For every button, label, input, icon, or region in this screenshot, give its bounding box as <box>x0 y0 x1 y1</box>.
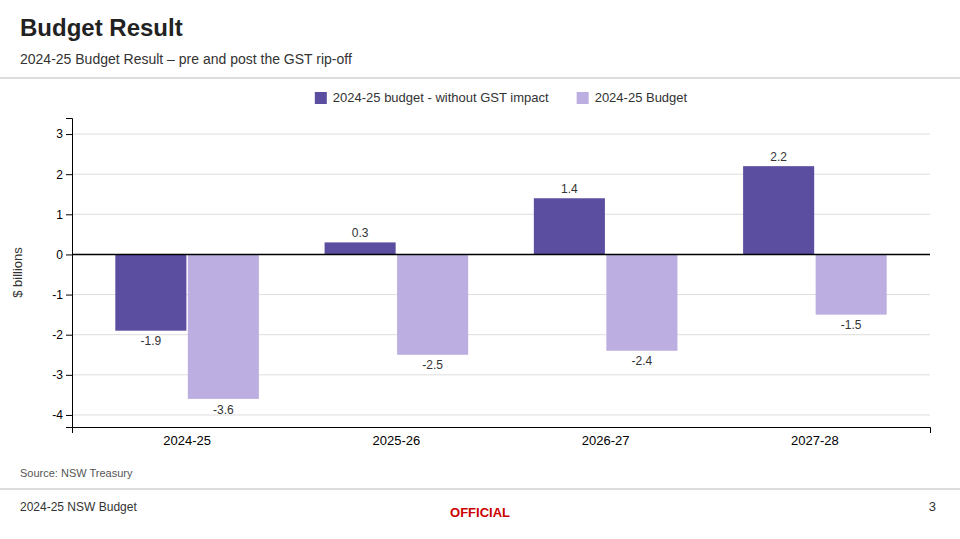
footer-right: 3 <box>929 499 936 514</box>
footer-left: 2024-25 NSW Budget <box>20 500 137 514</box>
y-tick-label: 2 <box>56 168 63 182</box>
bar <box>606 254 677 350</box>
y-tick: -3 <box>52 368 72 382</box>
y-tick: -2 <box>52 328 72 342</box>
y-tick: 0 <box>56 248 72 262</box>
bar <box>188 254 259 398</box>
y-tick: -4 <box>52 408 72 422</box>
series-bars <box>188 254 887 398</box>
y-tick-label: -4 <box>52 408 63 422</box>
y-axis-line <box>66 119 73 428</box>
x-tick: 2027-28 <box>791 433 839 448</box>
data-label: -1.9 <box>140 334 161 348</box>
y-tick-label: -2 <box>52 328 63 342</box>
y-tick-mark <box>66 295 72 296</box>
subtitle: 2024-25 Budget Result – pre and post the… <box>20 51 352 67</box>
y-tick-label: -3 <box>52 368 63 382</box>
grid-line <box>72 134 930 135</box>
data-label: 2.2 <box>770 150 787 164</box>
y-tick-label: -1 <box>52 288 63 302</box>
y-tick-mark <box>66 134 72 135</box>
x-tick-label: 2025-26 <box>373 433 421 448</box>
chart-svg: Budget Result 2024-25 Budget Result – pre… <box>0 0 960 539</box>
x-tick-label: 2027-28 <box>791 433 839 448</box>
data-labels: -1.9 0.3 1.4 2.2 -3.6 -2.5 -2.4 -1.5 <box>140 150 861 416</box>
data-label: -3.6 <box>213 403 234 417</box>
grid-line <box>72 254 930 255</box>
y-tick: 3 <box>56 127 72 141</box>
y-axis-title: $ billions <box>10 247 25 298</box>
legend-swatch <box>577 92 589 104</box>
data-label: -2.4 <box>632 354 653 368</box>
data-label: 1.4 <box>561 182 578 196</box>
bar <box>816 254 887 314</box>
x-tick: 2026-27 <box>582 433 630 448</box>
legend-label: 2024-25 Budget <box>595 90 688 105</box>
y-tick-mark <box>66 335 72 336</box>
plot: -4 -3 -2 -1 0 1 2 3 2024-25 2025-26 2026-27 2027-28… <box>52 119 930 449</box>
data-label: -2.5 <box>422 358 443 372</box>
bars <box>115 166 886 399</box>
bar <box>743 166 814 254</box>
bar <box>115 254 186 330</box>
grid-line <box>72 414 930 415</box>
data-label: 0.3 <box>352 226 369 240</box>
footer-center: OFFICIAL <box>450 505 510 520</box>
x-axis: 2024-25 2025-26 2026-27 2027-28 <box>73 428 931 449</box>
source-note: Source: NSW Treasury <box>20 467 133 479</box>
legend-item: 2024-25 Budget <box>577 90 688 105</box>
legend: 2024-25 budget - without GST impact 2024-… <box>315 90 688 105</box>
y-tick-mark <box>66 415 72 416</box>
y-tick: -1 <box>52 288 72 302</box>
bar <box>534 198 605 254</box>
y-axis: -4 -3 -2 -1 0 1 2 3 <box>52 119 72 428</box>
y-tick-label: 1 <box>56 208 63 222</box>
x-axis-line <box>73 428 931 434</box>
y-tick: 1 <box>56 208 72 222</box>
y-tick-mark <box>66 174 72 175</box>
separator <box>0 489 960 490</box>
legend-item: 2024-25 budget - without GST impact <box>315 90 549 105</box>
legend-label: 2024-25 budget - without GST impact <box>333 90 549 105</box>
x-tick-label: 2026-27 <box>582 433 630 448</box>
x-tick: 2024-25 <box>163 433 211 448</box>
y-tick-label: 3 <box>56 127 63 141</box>
y-tick-label: 0 <box>56 248 63 262</box>
y-tick: 2 <box>56 168 72 182</box>
zero-line <box>72 254 930 256</box>
y-tick-mark <box>66 254 72 255</box>
bar <box>325 242 396 254</box>
data-label: -1.5 <box>841 318 862 332</box>
grid <box>72 134 930 415</box>
chart-container: Budget Result 2024-25 Budget Result – pre… <box>0 0 960 539</box>
title: Budget Result <box>20 14 183 41</box>
x-tick: 2025-26 <box>373 433 421 448</box>
y-tick-mark <box>66 214 72 215</box>
separator <box>0 78 960 79</box>
y-tick-mark <box>66 375 72 376</box>
x-tick-label: 2024-25 <box>163 433 211 448</box>
bar <box>397 254 468 354</box>
legend-swatch <box>315 92 327 104</box>
